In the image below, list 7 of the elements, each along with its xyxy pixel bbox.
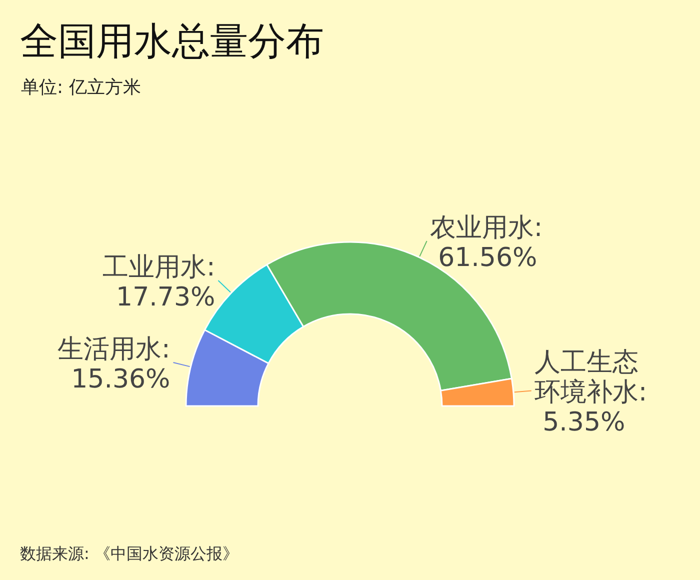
chart-title: 全国用水总量分布 bbox=[20, 19, 324, 63]
slice-label: 人工生态环境补水: 5.35% bbox=[534, 348, 648, 438]
slice-label: 农业用水: 61.56% bbox=[430, 213, 543, 274]
slice-label: 工业用水: 17.73% bbox=[102, 252, 216, 312]
slice-label: 生活用水: 15.36% bbox=[58, 334, 170, 395]
chart-subtitle: 单位: 亿立方米 bbox=[21, 77, 141, 98]
source-note: 数据来源: 《中国水资源公报》 bbox=[20, 544, 238, 563]
